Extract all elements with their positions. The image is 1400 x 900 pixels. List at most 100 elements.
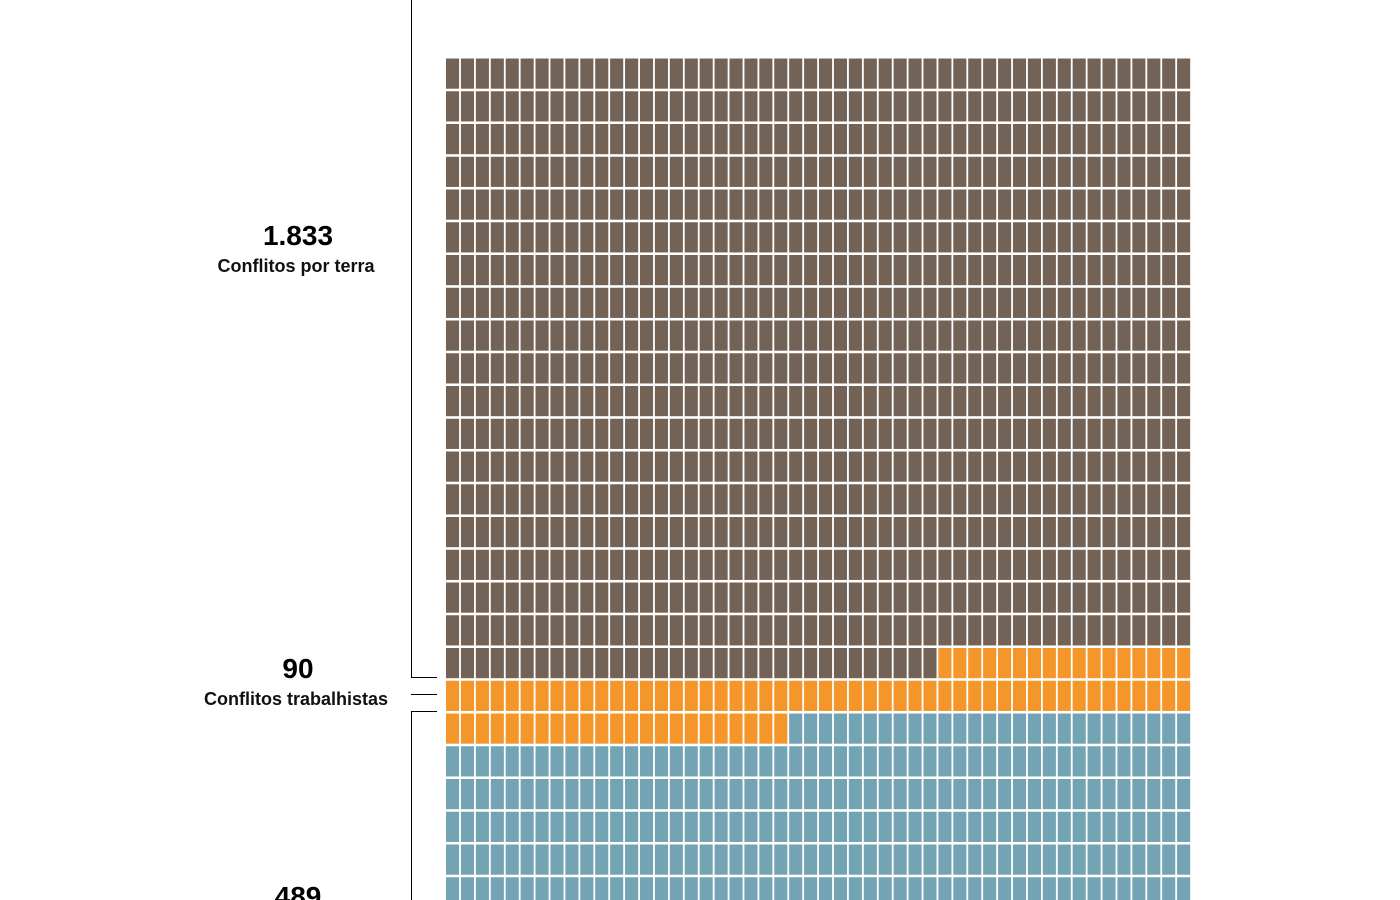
waffle-cell-terra [1027, 58, 1041, 89]
waffle-cell-terra [789, 156, 803, 187]
waffle-cell-agua [953, 877, 967, 900]
waffle-cell-terra [893, 189, 907, 220]
waffle-cell-trabalho [968, 648, 982, 679]
waffle-cell-agua [475, 844, 489, 875]
waffle-cell-agua [1132, 713, 1146, 744]
waffle-cell-agua [595, 779, 609, 810]
waffle-cell-terra [923, 353, 937, 384]
waffle-cell-trabalho [938, 648, 952, 679]
waffle-cell-agua [490, 844, 504, 875]
waffle-cell-terra [1162, 156, 1176, 187]
waffle-cell-trabalho [625, 680, 639, 711]
waffle-cell-terra [938, 353, 952, 384]
waffle-cell-terra [1132, 320, 1146, 351]
waffle-cell-agua [863, 713, 877, 744]
waffle-cell-terra [639, 615, 654, 646]
waffle-cell-terra [699, 222, 713, 253]
waffle-cell-agua [833, 877, 848, 900]
waffle-cell-terra [729, 255, 743, 286]
waffle-cell-agua [1177, 746, 1191, 777]
waffle-cell-terra [669, 484, 683, 515]
waffle-cell-agua [983, 844, 997, 875]
waffle-cell-terra [684, 517, 698, 548]
waffle-cell-terra [1162, 255, 1176, 286]
waffle-cell-agua [1102, 811, 1116, 842]
waffle-cell-agua [460, 811, 475, 842]
value-terra: 1.833 [263, 220, 333, 251]
waffle-cell-terra [938, 484, 952, 515]
waffle-cell-terra [1012, 386, 1027, 417]
waffle-cell-terra [789, 615, 803, 646]
waffle-cell-terra [520, 255, 534, 286]
waffle-cell-terra [878, 386, 892, 417]
waffle-cell-terra [953, 287, 967, 318]
waffle-cell-terra [550, 549, 564, 580]
waffle-cell-terra [1057, 255, 1071, 286]
waffle-cell-agua [789, 713, 803, 744]
waffle-cell-agua [1027, 779, 1041, 810]
waffle-cell-terra [833, 222, 848, 253]
waffle-cell-agua [863, 746, 877, 777]
waffle-cell-terra [1042, 418, 1056, 449]
waffle-cell-agua [1057, 779, 1071, 810]
waffle-cell-terra [893, 418, 907, 449]
waffle-cell-terra [446, 320, 460, 351]
waffle-cell-terra [729, 386, 743, 417]
waffle-cell-terra [654, 91, 668, 122]
waffle-cell-agua [759, 811, 773, 842]
waffle-cell-terra [833, 255, 848, 286]
waffle-cell-terra [654, 320, 668, 351]
waffle-cell-terra [908, 451, 922, 482]
waffle-cell-agua [923, 713, 937, 744]
waffle-cell-agua [1162, 713, 1176, 744]
waffle-cell-trabalho [580, 713, 594, 744]
waffle-cell-terra [1117, 517, 1131, 548]
waffle-cell-agua [908, 877, 922, 900]
waffle-cell-terra [595, 320, 609, 351]
waffle-cell-terra [938, 91, 952, 122]
waffle-cell-terra [878, 418, 892, 449]
waffle-cell-terra [639, 124, 654, 155]
waffle-cell-terra [968, 58, 982, 89]
waffle-cell-terra [565, 517, 579, 548]
waffle-cell-terra [1177, 91, 1191, 122]
waffle-cell-terra [1027, 549, 1041, 580]
waffle-cell-terra [1177, 58, 1191, 89]
waffle-cell-terra [863, 189, 877, 220]
waffle-cell-terra [520, 189, 534, 220]
waffle-cell-terra [595, 451, 609, 482]
waffle-cell-terra [819, 156, 833, 187]
waffle-cell-terra [923, 615, 937, 646]
waffle-cell-terra [1132, 451, 1146, 482]
waffle-cell-agua [475, 811, 489, 842]
waffle-cell-terra [535, 549, 549, 580]
waffle-cell-terra [833, 189, 848, 220]
waffle-cell-terra [1117, 255, 1131, 286]
waffle-cell-terra [744, 582, 758, 613]
waffle-cell-terra [983, 615, 997, 646]
waffle-cell-terra [759, 615, 773, 646]
waffle-cell-terra [580, 582, 594, 613]
waffle-cell-terra [729, 549, 743, 580]
waffle-cell-terra [699, 353, 713, 384]
waffle-cell-terra [893, 287, 907, 318]
waffle-cell-terra [893, 91, 907, 122]
waffle-cell-terra [625, 124, 639, 155]
waffle-cell-terra [863, 418, 877, 449]
waffle-cell-agua [923, 746, 937, 777]
waffle-cell-terra [819, 189, 833, 220]
waffle-cell-agua [520, 746, 534, 777]
waffle-cell-terra [848, 287, 862, 318]
waffle-cell-terra [744, 386, 758, 417]
waffle-cell-terra [535, 582, 549, 613]
waffle-cell-terra [580, 91, 594, 122]
waffle-cell-terra [878, 320, 892, 351]
waffle-cell-terra [848, 255, 862, 286]
waffle-cell-terra [863, 484, 877, 515]
waffle-cell-agua [639, 844, 654, 875]
waffle-cell-agua [878, 811, 892, 842]
waffle-cell-agua [819, 811, 833, 842]
waffle-cell-terra [804, 517, 818, 548]
waffle-cell-terra [983, 124, 997, 155]
waffle-cell-agua [535, 877, 549, 900]
